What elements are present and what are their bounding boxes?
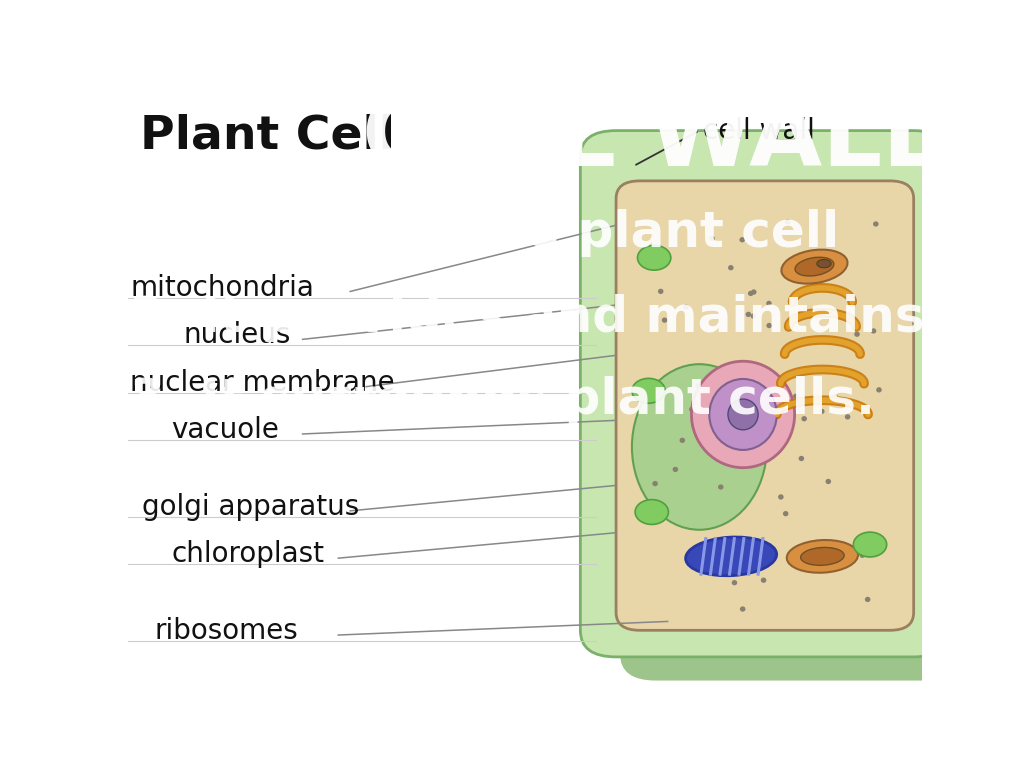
- Text: nucleus: nucleus: [183, 322, 291, 349]
- Ellipse shape: [714, 418, 720, 423]
- Ellipse shape: [751, 313, 756, 319]
- Ellipse shape: [783, 511, 788, 516]
- Ellipse shape: [778, 495, 783, 500]
- Text: Plant Cell: Plant Cell: [140, 114, 395, 158]
- Ellipse shape: [741, 433, 748, 439]
- Ellipse shape: [853, 532, 887, 557]
- Text: ribosomes: ribosomes: [155, 617, 298, 645]
- Text: CELL WALL: CELL WALL: [362, 94, 942, 186]
- Ellipse shape: [825, 478, 831, 484]
- Ellipse shape: [802, 416, 807, 422]
- FancyBboxPatch shape: [581, 131, 949, 657]
- Ellipse shape: [745, 312, 752, 317]
- Ellipse shape: [751, 290, 757, 295]
- Ellipse shape: [766, 323, 772, 328]
- Ellipse shape: [732, 580, 737, 585]
- Text: nuclear membrane: nuclear membrane: [130, 369, 395, 397]
- Ellipse shape: [691, 361, 795, 468]
- Ellipse shape: [718, 485, 724, 490]
- Ellipse shape: [658, 289, 664, 294]
- Ellipse shape: [710, 236, 715, 241]
- Ellipse shape: [784, 219, 791, 224]
- Ellipse shape: [761, 578, 766, 583]
- Ellipse shape: [859, 553, 865, 558]
- Ellipse shape: [843, 554, 849, 559]
- Ellipse shape: [865, 597, 870, 602]
- Ellipse shape: [870, 328, 877, 333]
- Text: 3. It surrounds plant cells.: 3. It surrounds plant cells.: [130, 376, 876, 425]
- Ellipse shape: [673, 467, 678, 472]
- Ellipse shape: [635, 500, 669, 525]
- Ellipse shape: [801, 548, 844, 565]
- FancyBboxPatch shape: [620, 154, 989, 680]
- Ellipse shape: [799, 456, 804, 461]
- Ellipse shape: [680, 438, 685, 443]
- Ellipse shape: [662, 317, 668, 323]
- Ellipse shape: [689, 407, 694, 412]
- Ellipse shape: [695, 383, 700, 389]
- Ellipse shape: [705, 403, 710, 409]
- Ellipse shape: [683, 305, 689, 310]
- Ellipse shape: [739, 237, 745, 243]
- Ellipse shape: [833, 394, 838, 399]
- Ellipse shape: [638, 245, 671, 270]
- Ellipse shape: [740, 607, 745, 611]
- Ellipse shape: [728, 265, 733, 270]
- Ellipse shape: [730, 412, 735, 418]
- Ellipse shape: [795, 257, 834, 276]
- Ellipse shape: [686, 537, 776, 576]
- Ellipse shape: [748, 291, 754, 296]
- Ellipse shape: [728, 399, 758, 430]
- Ellipse shape: [877, 387, 882, 392]
- Ellipse shape: [652, 481, 657, 486]
- Ellipse shape: [632, 364, 767, 530]
- Ellipse shape: [750, 463, 755, 468]
- FancyBboxPatch shape: [616, 181, 913, 631]
- Ellipse shape: [845, 414, 850, 419]
- Ellipse shape: [691, 422, 696, 428]
- Text: cell wall: cell wall: [703, 117, 815, 144]
- Text: 1. It guides the plant cell: 1. It guides the plant cell: [130, 209, 840, 257]
- Ellipse shape: [766, 301, 772, 306]
- Ellipse shape: [873, 221, 879, 227]
- Ellipse shape: [793, 393, 799, 399]
- Ellipse shape: [817, 260, 831, 268]
- Ellipse shape: [632, 379, 666, 403]
- Ellipse shape: [781, 250, 848, 283]
- Ellipse shape: [710, 379, 777, 450]
- Text: vacuole: vacuole: [172, 416, 280, 444]
- Ellipse shape: [804, 279, 809, 284]
- Text: 2. It provides and maintains shape.: 2. It provides and maintains shape.: [130, 293, 1024, 342]
- Text: chloroplast: chloroplast: [172, 541, 325, 568]
- Ellipse shape: [854, 332, 860, 337]
- Text: mitochondria: mitochondria: [130, 274, 314, 302]
- Ellipse shape: [786, 540, 858, 573]
- Ellipse shape: [819, 409, 824, 414]
- Text: golgi apparatus: golgi apparatus: [142, 493, 359, 521]
